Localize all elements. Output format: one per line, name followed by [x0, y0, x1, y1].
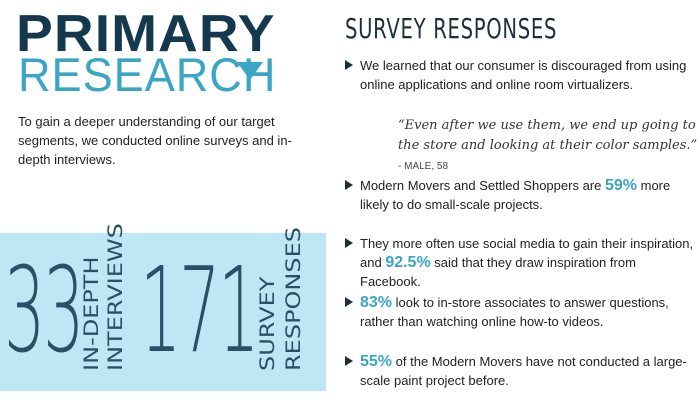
intro-text: To gain a deeper understanding of our ta… — [18, 114, 292, 167]
stat-83-percent: 83% — [360, 294, 393, 311]
stat-interviews-label1: IN-DEPTH — [80, 256, 103, 371]
stat-survey-label2: RESPONSES — [282, 226, 305, 371]
bullet-paint-project: 55% of the Modern Movers have not conduc… — [345, 352, 695, 390]
quote-attribution: - MALE, 58 — [398, 161, 449, 172]
bullet-text-pre: They more often use social media to gain… — [360, 236, 694, 270]
stat-interviews-number: 33 — [4, 241, 84, 379]
quote-block: “Even after we use them, we end up going… — [398, 116, 698, 177]
bullet-text-post: look to in-store associates to answer qu… — [360, 295, 669, 329]
bullet-in-store: 83% look to in-store associates to answe… — [345, 293, 695, 331]
bullet-text: We learned that our consumer is discoura… — [360, 58, 687, 92]
bullet-social-media: They more often use social media to gain… — [345, 234, 695, 291]
bullet-text-post: more likely to do small-scale projects. — [360, 178, 671, 212]
arrow-right-icon — [345, 356, 353, 366]
stat-survey-number: 171 — [140, 241, 259, 379]
quote-text: “Even after we use them, we end up going… — [398, 118, 698, 153]
bullet-text-pre: Modern Movers and Settled Shoppers are — [360, 178, 605, 193]
stat-92-5-percent: 92.5% — [385, 254, 431, 271]
title-primary: PRIMARY — [16, 5, 276, 63]
stat-55-percent: 55% — [360, 353, 393, 370]
arrow-right-icon — [345, 238, 353, 248]
stat-interviews-label2: INTERVIEWS — [104, 223, 127, 371]
stat-survey-label1: SURVEY — [256, 276, 279, 371]
arrow-right-icon — [345, 297, 353, 307]
survey-heading: SURVEY RESPONSES — [345, 12, 558, 45]
title-research: RESEARCH — [18, 48, 277, 101]
arrow-right-icon — [345, 180, 353, 190]
stats-panel: 33 IN-DEPTH INTERVIEWS 171 SURVEY RESPON… — [0, 223, 326, 391]
arrow-right-icon — [345, 60, 353, 70]
bullet-online-apps: We learned that our consumer is discoura… — [345, 56, 695, 94]
triangle-down-icon — [237, 62, 263, 80]
bullet-text-post: said that they draw inspiration from Fac… — [360, 255, 636, 289]
bullet-small-scale: Modern Movers and Settled Shoppers are 5… — [345, 176, 695, 214]
stat-59-percent: 59% — [604, 177, 637, 194]
bullet-text-post: of the Modern Movers have not conducted … — [360, 354, 687, 388]
